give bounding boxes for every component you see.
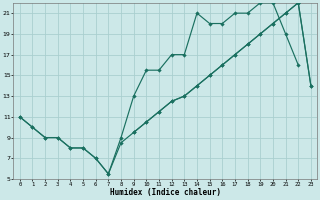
X-axis label: Humidex (Indice chaleur): Humidex (Indice chaleur) bbox=[110, 188, 221, 197]
